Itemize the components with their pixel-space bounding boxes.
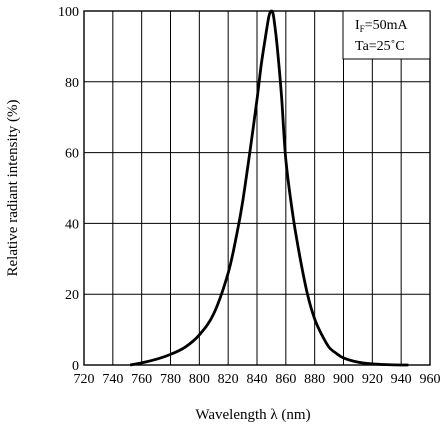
y-tick-label: 100 [58, 5, 79, 20]
x-tick-label: 900 [333, 372, 354, 387]
x-tick-label: 840 [247, 372, 268, 387]
plot-frame [83, 10, 431, 366]
x-tick-labels: 720 740 760 780 800 820 840 860 880 900 920 940 960 [74, 372, 441, 387]
legend-line-1: IF=50mA [355, 18, 408, 34]
legend-box: IF=50mA Ta=25˚C [342, 10, 431, 60]
x-tick-label: 720 [74, 372, 95, 387]
intensity-curve [129, 9, 409, 367]
x-tick-label: 760 [131, 372, 152, 387]
y-tick-label: 40 [65, 217, 79, 232]
x-tick-label: 780 [160, 372, 181, 387]
x-tick-label: 820 [218, 372, 239, 387]
x-tick-label: 800 [189, 372, 210, 387]
y-tick-labels: 0 20 40 60 80 100 [58, 5, 79, 374]
x-tick-label: 880 [304, 372, 325, 387]
grid-lines [83, 10, 431, 366]
y-tick-label: 60 [65, 147, 79, 162]
legend-line-2: Ta=25˚C [355, 39, 405, 54]
x-tick-label: 940 [391, 372, 412, 387]
x-tick-label: 860 [275, 372, 296, 387]
y-axis-label: Relative radiant intensity (%) [5, 99, 21, 276]
x-tick-label: 960 [420, 372, 441, 387]
x-axis-label: Wavelength λ (nm) [195, 407, 310, 423]
y-tick-label: 20 [65, 288, 79, 303]
y-tick-label: 0 [72, 359, 79, 374]
y-tick-label: 80 [65, 76, 79, 91]
x-tick-label: 920 [362, 372, 383, 387]
x-tick-label: 740 [102, 372, 123, 387]
